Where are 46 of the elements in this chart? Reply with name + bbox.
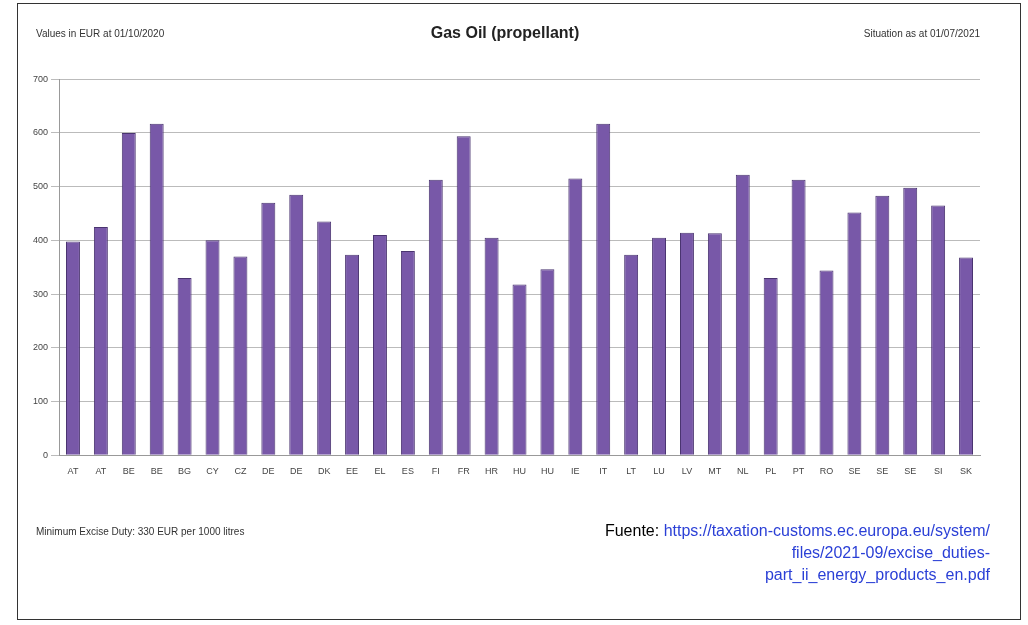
y-tick-label: 100 bbox=[32, 395, 49, 406]
x-tick-label: BG bbox=[178, 466, 192, 477]
x-tick-label: FR bbox=[457, 466, 471, 477]
x-tick-label: EE bbox=[346, 466, 359, 477]
y-tick-label: 500 bbox=[32, 181, 49, 192]
x-tick-label: BE bbox=[122, 466, 135, 477]
x-tick-label: LV bbox=[681, 466, 693, 477]
x-tick-label: SE bbox=[848, 466, 861, 477]
text: Minimum Excise Duty: 330 EUR per 1000 litres bbox=[36, 526, 245, 537]
x-tick-label: AT bbox=[95, 466, 107, 477]
x-tick-label: IT bbox=[599, 466, 608, 477]
x-tick-label: SE bbox=[904, 466, 917, 477]
y-tick-label: 600 bbox=[32, 127, 49, 138]
x-tick-label: HR bbox=[485, 466, 499, 477]
x-tick-label: AT bbox=[67, 466, 79, 477]
text: Situation as at 01/07/2021 bbox=[863, 28, 980, 39]
x-tick-label: CY bbox=[206, 466, 219, 477]
x-tick-label: DE bbox=[289, 466, 303, 477]
x-tick-label: SK bbox=[960, 466, 973, 477]
x-tick-label: ES bbox=[401, 466, 414, 477]
x-tick-label: HU bbox=[540, 466, 554, 477]
y-tick-label: 700 bbox=[32, 73, 49, 84]
x-tick-label: CZ bbox=[234, 466, 247, 477]
y-tick-label: 0 bbox=[43, 449, 49, 460]
x-tick-label: RO bbox=[819, 466, 834, 477]
x-tick-label: DK bbox=[317, 466, 331, 477]
x-tick-label: BE bbox=[150, 466, 163, 477]
y-tick-label: 400 bbox=[32, 234, 49, 245]
x-tick-label: PT bbox=[792, 466, 805, 477]
x-tick-label: NL bbox=[737, 466, 749, 477]
x-tick-label: MT bbox=[708, 466, 722, 477]
x-tick-label: IE bbox=[571, 466, 580, 477]
x-tick-label: LT bbox=[626, 466, 637, 477]
source-note: Fuente: https://taxation-customs.ec.europa.eu/system/files/2021-09/excise_duties-part_ii_energy_products_en.pdf bbox=[604, 522, 990, 583]
x-tick-label: FI bbox=[431, 466, 440, 477]
x-tick-label: EL bbox=[374, 466, 386, 477]
x-tick-label: DE bbox=[262, 466, 275, 477]
text: Values in EUR at 01/10/2020 bbox=[36, 28, 165, 39]
y-tick-label: 300 bbox=[32, 288, 49, 299]
chart-title: Gas Oil (propellant) bbox=[430, 24, 580, 42]
y-tick-label: 200 bbox=[32, 342, 49, 353]
x-tick-label: LU bbox=[653, 466, 665, 477]
x-tick-label: PL bbox=[765, 466, 777, 477]
x-tick-label: SI bbox=[933, 466, 943, 477]
x-tick-label: SE bbox=[876, 466, 889, 477]
x-tick-label: HU bbox=[513, 466, 527, 477]
